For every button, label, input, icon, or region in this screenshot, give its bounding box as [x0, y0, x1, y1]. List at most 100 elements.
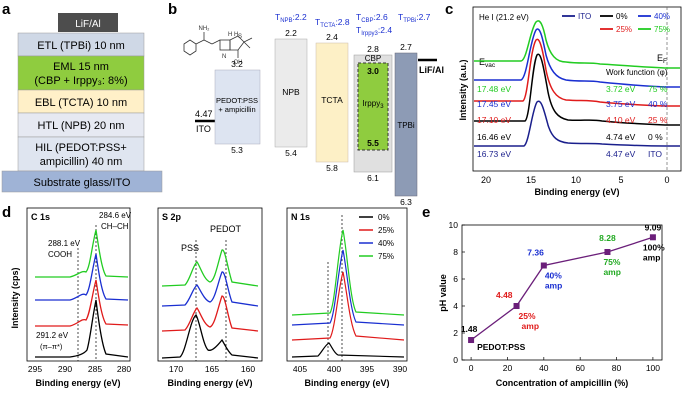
panel-d-label: d: [2, 204, 11, 221]
row-40-right: 3.75 eV: [606, 99, 636, 109]
row-25-left: 17.10 eV: [477, 115, 511, 125]
panel-d: d Intensity (cps) C 1s 284.6 eV CH–CH 28…: [2, 204, 408, 388]
pedot-top: 3.2: [231, 59, 243, 69]
layer-lif-label: LiF/Al: [75, 19, 101, 30]
e-ytick-label: 6: [453, 274, 458, 284]
s2p-xtick-160: 160: [241, 364, 255, 374]
n1s-xtick-400: 400: [327, 364, 341, 374]
c1s-peak1b: CH–CH: [101, 222, 129, 231]
n1s-legend-25: 25%: [378, 226, 394, 235]
e-point: [513, 303, 520, 309]
tpbi-box: [394, 52, 418, 197]
cbp-triplet: TCBP:2.6: [356, 12, 388, 24]
c1s-xtick-285: 285: [88, 364, 102, 374]
e-annotation: PEDOT:PSS: [477, 342, 526, 352]
row-40-tag: 40 %: [648, 99, 668, 109]
e-point-label: 4.48: [496, 290, 513, 300]
tcta-name: TCTA: [321, 95, 343, 105]
s2p-frame: [157, 207, 263, 362]
panel-c-frame: [472, 6, 682, 172]
ef-label: EF: [657, 53, 667, 65]
c1s-frame: [26, 207, 131, 362]
e-xtick-label: 20: [503, 363, 513, 373]
n1s-25: [291, 271, 405, 341]
c-xtick-10: 10: [571, 175, 581, 185]
e-ytick-label: 10: [449, 220, 459, 230]
e-ylabel: pH value: [438, 274, 448, 312]
e-xtick-label: 0: [469, 363, 474, 373]
c1s-40: [35, 253, 129, 301]
e-point: [468, 337, 475, 344]
e-annotation: 40%: [545, 271, 562, 281]
struct-h: H H: [228, 32, 238, 38]
layer-htl-label: HTL (NPB) 20 nm: [37, 120, 124, 132]
cbp-name: CBP: [365, 54, 381, 63]
panel-b: b NH₂ H H S N OH 4.47 ITO 3.2 5.3 PEDOT:…: [168, 1, 444, 207]
c1s-xtick-295: 295: [28, 364, 42, 374]
struct-nh2: NH₂: [199, 26, 211, 32]
npb-box: [274, 38, 308, 148]
layer-htl: [17, 112, 145, 138]
e-annotation: 75%: [603, 257, 620, 267]
layer-lif: [58, 13, 118, 32]
s2p-xtick-165: 165: [205, 364, 219, 374]
curve-75: [474, 20, 680, 69]
e-point: [649, 234, 656, 241]
tcta-bottom: 5.8: [326, 163, 338, 173]
tcta-top: 2.4: [326, 32, 338, 42]
e-xtick-label: 100: [646, 363, 660, 373]
irppy-triplet: TIrppy3:2.4: [356, 25, 392, 37]
e-point: [604, 249, 611, 255]
e-point: [540, 262, 547, 269]
pedot-bottom: 5.3: [231, 145, 243, 155]
curve-0: [474, 53, 680, 126]
layer-hil-label: HIL (PEDOT:PSS+: [35, 142, 127, 154]
n1s-legend-0: 0%: [378, 213, 390, 222]
legend-0: 0%: [616, 12, 628, 21]
panel-a: a LiF/Al ETL (TPBi) 10 nm EML 15 nm (CBP…: [1, 1, 163, 193]
e-point-label: 7.36: [527, 248, 544, 258]
e-ticks: 0 20 40 60 80 100 0 2 4 6 8 10: [449, 220, 661, 373]
layer-eml: [17, 55, 145, 91]
c1s-plot: C 1s 284.6 eV CH–CH 288.1 eV COOH 291.2 …: [26, 207, 132, 388]
c-xtick-15: 15: [526, 175, 536, 185]
s2p-0: [161, 314, 259, 359]
struct-cooh: OH: [234, 60, 243, 66]
panel-c-label: c: [445, 1, 453, 18]
npb-name: NPB: [282, 87, 300, 97]
layer-eml-label2: (CBP + Irppy₃: 8%): [34, 75, 127, 87]
row-0-left: 16.46 eV: [477, 132, 511, 142]
n1s-xlabel: Binding energy (eV): [304, 378, 389, 388]
e-ytick-label: 8: [453, 247, 458, 257]
e-annotation: amp: [545, 281, 562, 291]
e-frame: [461, 224, 663, 361]
s2p-75: [161, 249, 259, 287]
cbp-bottom: 6.1: [367, 173, 379, 183]
e-xtick-label: 40: [539, 363, 549, 373]
n1s-title: N 1s: [291, 212, 310, 222]
cathode-name: LiF/Al: [419, 65, 444, 75]
c1s-xtick-280: 280: [117, 364, 131, 374]
n1s-75: [291, 229, 405, 316]
c1s-xlabel: Binding energy (eV): [35, 378, 120, 388]
e-annotation: amp: [522, 321, 539, 331]
cbp-top: 2.8: [367, 44, 379, 54]
row-40-left: 17.45 eV: [477, 99, 511, 109]
s2p-pss: PSS: [181, 243, 199, 253]
e-annotation: 100%: [643, 242, 665, 252]
n1s-legend: 0% 25% 40% 75%: [359, 213, 394, 261]
panel-e-label: e: [422, 204, 430, 221]
layer-ebl-label: EBL (TCTA) 10 nm: [35, 97, 127, 109]
s2p-pedot: PEDOT: [210, 224, 242, 234]
e-ytick-label: 4: [453, 301, 458, 311]
panel-a-label: a: [2, 1, 11, 18]
n1s-plot: N 1s 0% 25% 40% 75% 405 400 395 390 Bind…: [286, 207, 408, 388]
e-point-label: 8.28: [599, 233, 616, 243]
layer-substrate: [1, 170, 163, 193]
curve-40: [474, 28, 680, 88]
n1s-40: [291, 249, 405, 326]
n1s-legend-40: 40%: [378, 239, 394, 248]
row-75-left: 17.48 eV: [477, 84, 511, 94]
c-ylabel: Intensity (a.u.): [458, 59, 468, 120]
